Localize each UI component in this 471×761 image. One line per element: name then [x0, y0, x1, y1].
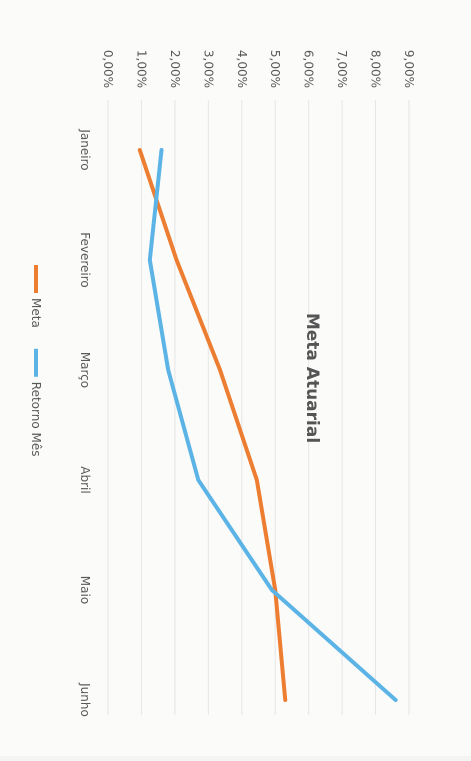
chart-title: Meta Atuarial: [302, 313, 322, 443]
legend-label: Meta: [29, 298, 43, 328]
legend-item: Retorno Mês: [29, 348, 43, 457]
y-tick-label: 8,00%: [369, 50, 383, 88]
y-tick-label: 4,00%: [235, 50, 249, 88]
legend: Meta Retorno Mês: [29, 265, 43, 457]
x-tick-label: Janeiro: [78, 128, 92, 170]
y-tick-label: 0,00%: [101, 50, 115, 88]
legend-label: Retorno Mês: [29, 382, 43, 457]
gridlines: [107, 100, 410, 715]
x-tick-label: Maio: [78, 576, 92, 604]
y-tick-label: 6,00%: [302, 50, 316, 88]
series-lines: [137, 148, 398, 702]
y-tick-label: 3,00%: [201, 50, 215, 88]
series-line-meta: [137, 148, 288, 702]
y-axis-ticks: 0,00% 1,00% 2,00% 3,00% 4,00% 5,00% 6,00% 7,00%…: [101, 50, 416, 88]
x-tick-label: Abril: [78, 466, 92, 493]
legend-item: Meta: [29, 265, 43, 328]
x-axis-ticks: Janeiro Fevereiro Março Abril Maio Junho: [78, 128, 92, 716]
x-tick-label: Junho: [78, 682, 92, 717]
x-tick-label: Março: [78, 352, 92, 388]
y-tick-label: 1,00%: [134, 50, 148, 88]
y-tick-label: 7,00%: [335, 50, 349, 88]
series-line-retorno-m-s: [147, 148, 398, 702]
y-tick-label: 2,00%: [168, 50, 182, 88]
y-tick-label: 9,00%: [402, 50, 416, 88]
y-tick-label: 5,00%: [268, 50, 282, 88]
x-tick-label: Fevereiro: [78, 232, 92, 288]
